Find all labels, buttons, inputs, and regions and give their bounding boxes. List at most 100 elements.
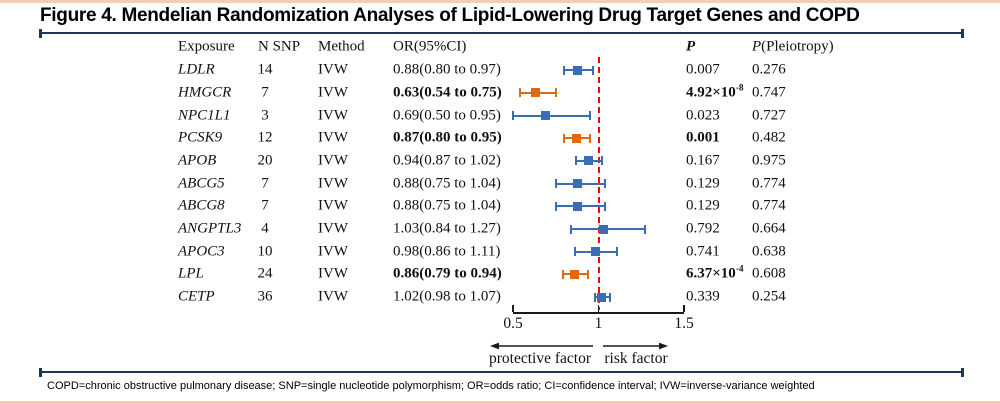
method-cell: IVW xyxy=(318,243,348,260)
table-row: APOB 20 IVW 0.94(0.87 to 1.02) 0.167 0.975 xyxy=(0,149,1000,172)
risk-arrow-head-icon xyxy=(659,342,668,350)
p-value-cell: 0.129 xyxy=(686,175,720,192)
p-value-cell: 0.339 xyxy=(686,288,720,305)
bottom-rule-left-cap xyxy=(39,367,42,377)
p-value-cell: 0.167 xyxy=(686,152,720,169)
or-point-marker xyxy=(583,156,593,166)
p-pleiotropy-cell: 0.608 xyxy=(752,265,786,282)
exposure-cell: APOB xyxy=(178,152,217,169)
exposure-cell: ABCG5 xyxy=(178,175,225,192)
p-pleiotropy-cell: 0.747 xyxy=(752,84,786,101)
method-cell: IVW xyxy=(318,197,348,214)
ci-end-cap xyxy=(518,88,521,98)
ci-end-cap xyxy=(616,247,619,257)
or-ci-cell: 1.03(0.84 to 1.27) xyxy=(393,220,501,237)
method-cell: IVW xyxy=(318,107,348,124)
or-ci-cell: 0.87(0.80 to 0.95) xyxy=(393,129,502,146)
p-pleiotropy-italic-p: P xyxy=(752,38,762,55)
ci-whisker xyxy=(513,114,590,117)
method-cell: IVW xyxy=(318,265,348,282)
protective-arrow-head-icon xyxy=(490,342,499,350)
column-header-n-snp: N SNP xyxy=(258,38,301,55)
p-pleiotropy-cell: 0.276 xyxy=(752,61,786,78)
ci-end-cap xyxy=(594,292,597,302)
p-value-cell: 0.741 xyxy=(686,243,720,260)
table-row: PCSK9 12 IVW 0.87(0.80 to 0.95) 0.001 0.482 xyxy=(0,127,1000,150)
or-point-marker xyxy=(573,179,583,189)
n-snp-cell: 12 xyxy=(257,129,273,146)
protective-factor-label: protective factor xyxy=(489,350,591,367)
ci-end-cap xyxy=(588,133,591,143)
ci-end-cap xyxy=(588,111,591,121)
or-point-marker xyxy=(573,65,583,75)
or-point-marker xyxy=(530,88,540,98)
page-top-border xyxy=(0,0,1000,3)
ci-end-cap xyxy=(563,133,566,143)
exposure-cell: APOC3 xyxy=(178,243,225,260)
abbreviations-footnote: COPD=chronic obstructive pulmonary disea… xyxy=(47,380,815,392)
figure-title: Figure 4. Mendelian Randomization Analys… xyxy=(40,5,860,26)
p-value-cell: 0.792 xyxy=(686,220,720,237)
p-pleiotropy-cell: 0.975 xyxy=(752,152,786,169)
ci-end-cap xyxy=(561,269,564,279)
p-value-cell: 0.023 xyxy=(686,107,720,124)
n-snp-cell: 7 xyxy=(261,84,269,101)
ci-end-cap xyxy=(554,201,557,211)
method-cell: IVW xyxy=(318,61,348,78)
p-pleiotropy-cell: 0.727 xyxy=(752,107,786,124)
or-ci-cell: 0.86(0.79 to 0.94) xyxy=(393,265,502,282)
or-point-marker xyxy=(570,269,580,279)
p-value-cell: 4.92×10-8 xyxy=(686,83,744,101)
ci-end-cap xyxy=(563,65,566,75)
column-header-or-ci: OR(95%CI) xyxy=(393,38,467,55)
or-ci-cell: 0.94(0.87 to 1.02) xyxy=(393,152,501,169)
ci-end-cap xyxy=(600,156,603,166)
exposure-cell: PCSK9 xyxy=(178,129,223,146)
or-ci-cell: 0.88(0.75 to 1.04) xyxy=(393,175,501,192)
or-point-marker xyxy=(599,224,609,234)
p-pleiotropy-cell: 0.774 xyxy=(752,197,786,214)
table-row: LPL 24 IVW 0.86(0.79 to 0.94) 6.37×10-4 0.608 xyxy=(0,263,1000,286)
p-pleiotropy-cell: 0.774 xyxy=(752,175,786,192)
table-row: LDLR 14 IVW 0.88(0.80 to 0.97) 0.007 0.276 xyxy=(0,59,1000,82)
or-point-marker xyxy=(571,133,581,143)
method-cell: IVW xyxy=(318,152,348,169)
table-row: CETP 36 IVW 1.02(0.98 to 1.07) 0.339 0.254 xyxy=(0,286,1000,309)
p-pleiotropy-cell: 0.664 xyxy=(752,220,786,237)
n-snp-cell: 7 xyxy=(261,175,269,192)
ci-end-cap xyxy=(554,88,557,98)
top-rule-left-cap xyxy=(39,28,42,38)
x-axis-tick-label: 1 xyxy=(594,315,603,332)
or-ci-cell: 0.63(0.54 to 0.75) xyxy=(393,84,502,101)
method-cell: IVW xyxy=(318,175,348,192)
x-axis-tick xyxy=(597,305,600,312)
or-ci-cell: 0.88(0.80 to 0.97) xyxy=(393,61,501,78)
column-header-p: P xyxy=(686,38,696,55)
ci-end-cap xyxy=(609,292,612,302)
or-point-marker xyxy=(573,201,583,211)
p-pleiotropy-cell: 0.638 xyxy=(752,243,786,260)
table-row: ABCG5 7 IVW 0.88(0.75 to 1.04) 0.129 0.774 xyxy=(0,172,1000,195)
n-snp-cell: 14 xyxy=(257,61,273,78)
x-axis-tick xyxy=(683,305,685,312)
n-snp-cell: 36 xyxy=(257,288,273,305)
n-snp-cell: 20 xyxy=(257,152,273,169)
n-snp-cell: 4 xyxy=(261,220,269,237)
p-value-cell: 0.007 xyxy=(686,61,720,78)
or-ci-cell: 1.02(0.98 to 1.07) xyxy=(393,288,501,305)
exposure-cell: LPL xyxy=(178,265,204,282)
method-cell: IVW xyxy=(318,288,348,305)
page-bottom-border xyxy=(0,401,1000,404)
ci-end-cap xyxy=(570,224,573,234)
risk-factor-label: risk factor xyxy=(604,350,668,367)
direction-arrows xyxy=(490,342,668,350)
exposure-cell: ABCG8 xyxy=(178,197,225,214)
ci-end-cap xyxy=(512,111,514,121)
exposure-cell: LDLR xyxy=(178,61,215,78)
top-rule xyxy=(39,28,964,38)
table-row: NPC1L1 3 IVW 0.69(0.50 to 0.95) 0.023 0.727 xyxy=(0,104,1000,127)
table-row: HMGCR 7 IVW 0.63(0.54 to 0.75) 4.92×10-8 0.74… xyxy=(0,81,1000,104)
or-ci-cell: 0.98(0.86 to 1.11) xyxy=(393,243,501,260)
p-pleiotropy-cell: 0.482 xyxy=(752,129,786,146)
n-snp-cell: 3 xyxy=(261,107,269,124)
